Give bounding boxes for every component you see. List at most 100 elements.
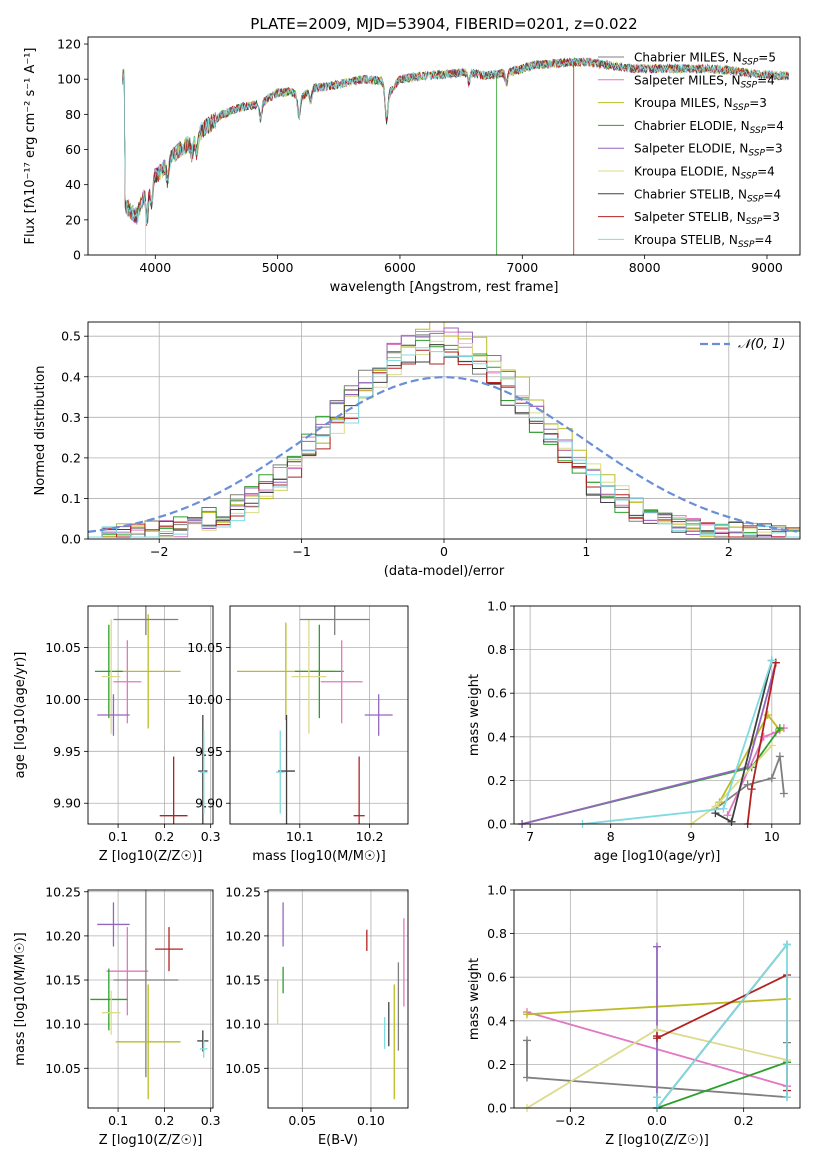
spectrum-ytick-label: 20: [65, 212, 81, 227]
mass_vs_ebv-ytick-label: 10.10: [225, 1017, 261, 1032]
massweight_vs_age-xtick-label: 10: [764, 829, 780, 844]
mass_vs_ebv-ytick-label: 10.25: [225, 884, 261, 899]
age_vs_mass-xtick-label: 10.1: [286, 829, 314, 844]
massweight_vs_Z-xtick-label: 0.0: [647, 1113, 667, 1128]
mass_vs_Z-ytick-label: 10.20: [45, 928, 81, 943]
mass_vs_Z-frame: [87, 889, 214, 1109]
massweight_vs_Z-ylabel: mass weight: [467, 958, 482, 1040]
spectrum-series-line: [121, 57, 789, 255]
massweight_vs_age-ytick-label: 0.2: [487, 773, 507, 788]
spectrum-ytick-label: 60: [65, 142, 81, 157]
residuals-ytick-label: 0.5: [61, 329, 81, 344]
mass_vs_ebv-ytick-label: 10.20: [225, 928, 261, 943]
mass_vs_Z-xtick-label: 0.1: [108, 1113, 128, 1128]
mass_vs_ebv-xlabel: E(B-V): [318, 1133, 358, 1148]
age_vs_Z-frame: [87, 605, 214, 825]
age_vs_Z-ytick-label: 9.95: [53, 744, 81, 759]
residuals-panel: −2 −1 0 1 2 0.0 0.1 0.2 0.3 0.4 0.5 (data-model)/er…: [33, 321, 801, 579]
mass_vs_ebv-xtick-label: 0.10: [357, 1113, 385, 1128]
mass_vs_Z-ytick-label: 10.15: [45, 973, 81, 988]
residuals-xtick-label: 1: [582, 544, 590, 559]
mass_vs_Z-xtick-label: 0.2: [154, 1113, 174, 1128]
spectrum-ylabel: Flux [fλ10⁻¹⁷ erg cm⁻² s⁻¹ A⁻¹]: [23, 48, 38, 245]
residuals-xlabel: (data-model)/error: [384, 564, 505, 579]
massweight_vs_Z-ytick-label: 1.0: [487, 883, 507, 898]
massweight_vs_Z-ytick-label: 0.0: [487, 1101, 507, 1116]
massweight_vs_age-point-marker: [771, 658, 780, 667]
spectrum-ytick-label: 40: [65, 177, 81, 192]
mass_vs_ebv-ytick-label: 10.15: [225, 973, 261, 988]
spectrum-xtick-label: 5000: [262, 260, 294, 275]
residuals-ytick-label: 0.3: [61, 410, 81, 425]
massweight_vs_Z-xtick-label: 0.2: [734, 1113, 754, 1128]
normal-curve: [88, 376, 798, 533]
massweight_vs_age-point-marker: [767, 741, 776, 750]
age_vs_Z-ylabel: age [log10(age/yr)]: [13, 652, 28, 779]
age_vs_mass-panel: 10.1 10.2 9.90 9.95 10.00 10.05 mass [log10(M/…: [187, 605, 409, 864]
age_vs_Z-xtick-label: 0.3: [201, 829, 221, 844]
residuals-frame: [87, 321, 801, 540]
spectrum-xtick-label: 6000: [384, 260, 416, 275]
residuals-ytick-label: 0.1: [61, 491, 81, 506]
massweight_vs_age-ytick-label: 0.0: [487, 817, 507, 832]
age_vs_Z-ytick-label: 9.90: [53, 796, 81, 811]
spectrum-series-line: [121, 57, 790, 225]
legend-entry: Salpeter STELIB, NSSP=3: [634, 210, 780, 227]
massweight_vs_Z-xtick-label: −0.2: [555, 1113, 585, 1128]
age_vs_mass-ytick-label: 9.95: [195, 744, 223, 759]
residuals-xtick-label: 0: [440, 544, 448, 559]
spectrum-xtick-label: 7000: [506, 260, 538, 275]
spectrum-series-line: [121, 58, 790, 255]
legend-entry: Salpeter ELODIE, NSSP=3: [634, 142, 783, 159]
age_vs_mass-ytick-label: 10.00: [187, 692, 223, 707]
legend-entry: Chabrier ELODIE, NSSP=4: [634, 119, 784, 136]
massweight_vs_age-point-marker: [743, 780, 752, 789]
residuals-ytick-label: 0.2: [61, 450, 81, 465]
massweight_vs_age-xlabel: age [log10(age/yr)]: [594, 849, 721, 864]
massweight_vs_age-point-marker: [767, 656, 776, 665]
spectrum-ytick-label: 100: [57, 72, 81, 87]
massweight_vs_age-ylabel: mass weight: [467, 674, 482, 756]
residuals-xtick-label: 2: [725, 544, 733, 559]
age_vs_Z-ytick-label: 10.05: [45, 640, 81, 655]
massweight_vs_age-point-marker: [747, 785, 756, 794]
spectrum-xlabel: wavelength [Angstrom, rest frame]: [330, 280, 559, 295]
massweight_vs_Z-frame: [513, 889, 801, 1109]
massweight_vs_Z-point-marker: [783, 940, 791, 949]
mass_vs_ebv-frame: [267, 889, 409, 1109]
legend-entry: Chabrier MILES, NSSP=5: [634, 51, 776, 68]
massweight_vs_Z-series-line: [656, 941, 788, 1108]
mass_vs_Z-ylabel: mass [log10(M/M☉)]: [13, 932, 28, 1065]
massweight_vs_age-frame: [513, 605, 801, 825]
residuals-ylabel: Normed distribution: [33, 366, 48, 496]
massweight_vs_age-point-marker: [775, 752, 784, 761]
mass_vs_Z-xtick-label: 0.3: [201, 1113, 221, 1128]
massweight_vs_Z-ytick-label: 0.4: [487, 1013, 507, 1028]
age_vs_Z-panel: 0.1 0.2 0.3 9.90 9.95 10.00 10.05 Z [log10(Z/Z☉…: [13, 605, 221, 864]
residuals-xtick-label: −2: [150, 544, 168, 559]
spectrum-ytick-label: 80: [65, 107, 81, 122]
massweight_vs_age-ytick-label: 0.6: [487, 686, 507, 701]
legend-entry: Kroupa MILES, NSSP=3: [634, 96, 767, 113]
mass_vs_ebv-panel: 0.05 0.10 10.05 10.10 10.15 10.20 10.25 E(B-V): [225, 884, 409, 1148]
legend-entry: Chabrier STELIB, NSSP=4: [634, 187, 781, 204]
mass_vs_Z-ytick-label: 10.25: [45, 884, 81, 899]
massweight_vs_age-ytick-label: 0.8: [487, 642, 507, 657]
mass_vs_Z-xlabel: Z [log10(Z/Z☉)]: [99, 1133, 203, 1148]
legend-entry: Kroupa ELODIE, NSSP=4: [634, 165, 775, 182]
age_vs_Z-ytick-label: 10.00: [45, 692, 81, 707]
massweight_vs_age-point-marker: [727, 817, 736, 826]
massweight_vs_age-point-marker: [719, 804, 728, 813]
mass_vs_Z-ytick-label: 10.10: [45, 1017, 81, 1032]
massweight_vs_Z-point-marker: [523, 1073, 531, 1082]
massweight_vs_Z-ytick-label: 0.8: [487, 926, 507, 941]
residuals-ytick-label: 0.0: [61, 532, 81, 547]
massweight_vs_Z-ytick-label: 0.6: [487, 970, 507, 985]
spectrum-frame: [87, 36, 801, 256]
figure-title: PLATE=2009, MJD=53904, FIBERID=0201, z=0…: [250, 15, 637, 33]
massweight_vs_Z-point-marker: [653, 942, 661, 951]
massweight_vs_age-xtick-label: 8: [607, 829, 615, 844]
age_vs_mass-ytick-label: 10.05: [187, 640, 223, 655]
